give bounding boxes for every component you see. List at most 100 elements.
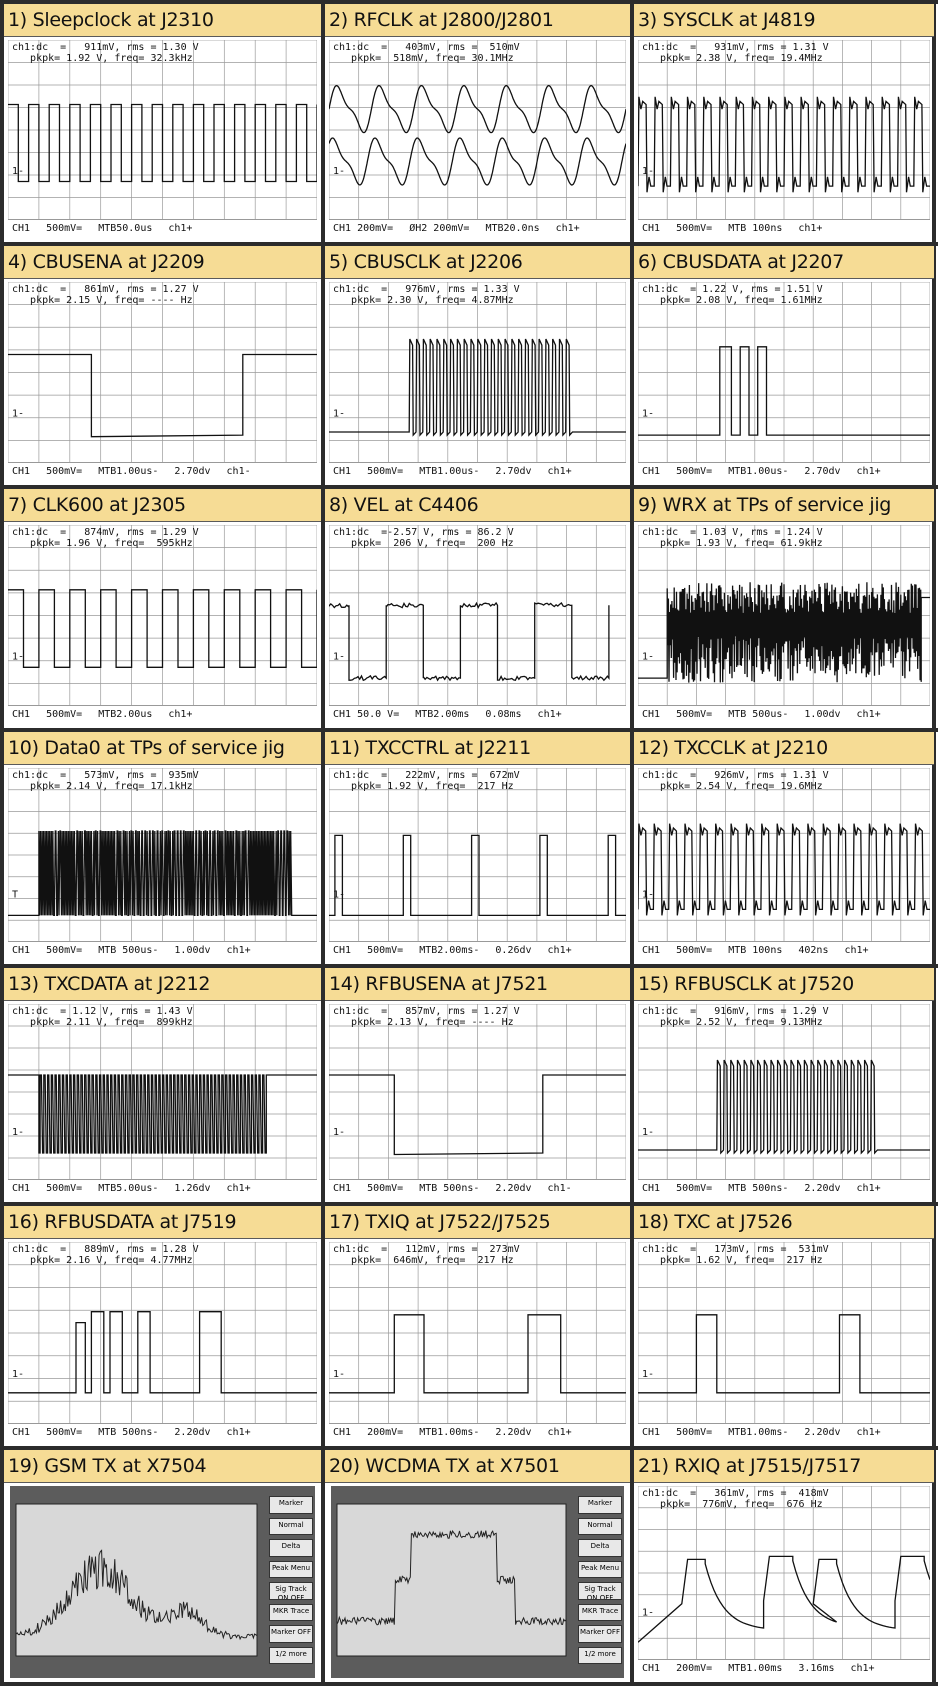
scope-graticule: 1- — [638, 282, 930, 481]
softkey-button[interactable]: MKR Trace — [578, 1604, 622, 1622]
status-field: 500mV= — [676, 945, 712, 956]
status-field: 1.00dv — [174, 945, 210, 956]
scope-graticule: 1- — [8, 40, 317, 238]
scope-display: 1- ch1:dc = 916mV, rms = 1.29 V pkpk= 2.5… — [638, 1004, 930, 1198]
signal-panel: 16) RFBUSDATA at J7519 1- ch1:dc = 889mV, … — [4, 1206, 321, 1446]
channel-marker: 1- — [642, 1608, 654, 1619]
scope-status-bar: CH1 500mV= MTB1.00us- 2.70dv ch1+ — [329, 462, 626, 481]
softkey-button[interactable]: Marker — [269, 1496, 313, 1514]
scope-graticule: 1- — [638, 1486, 930, 1678]
status-field: CH1 — [333, 1427, 351, 1438]
status-field: CH1 — [642, 1427, 660, 1438]
status-field: ch1+ — [227, 945, 251, 956]
scope-status-bar: CH1 500mV= MTB1.00ms- 2.20dv ch1+ — [638, 1423, 930, 1442]
scope-graticule: 1- — [329, 282, 626, 481]
measurement-readout: ch1:dc = 361mV, rms = 418mV pkpk= 776mV,… — [642, 1488, 829, 1510]
softkey-button[interactable]: Normal — [269, 1518, 313, 1536]
status-field: 1.26dv — [174, 1183, 210, 1194]
panel-title: 18) TXC at J7526 — [634, 1206, 934, 1239]
status-field: CH1 — [333, 1183, 351, 1194]
panel-title: 3) SYSCLK at J4819 — [634, 4, 934, 37]
signal-panel: 18) TXC at J7526 1- ch1:dc = 173mV, rms = … — [634, 1206, 934, 1446]
softkey-button[interactable]: Marker OFF — [578, 1625, 622, 1643]
scope-display: 1- ch1:dc = 861mV, rms = 1.27 V pkpk= 2.1… — [8, 282, 317, 481]
softkey-button[interactable]: Normal — [578, 1518, 622, 1536]
scope-status-bar: CH1 500mV= MTB2.00us ch1+ — [8, 705, 317, 724]
signal-panel: 13) TXCDATA at J2212 1- ch1:dc = 1.12 V, r… — [4, 968, 321, 1202]
status-field: 500mV= — [367, 945, 403, 956]
status-field: 200mV= — [676, 1663, 712, 1674]
softkey-button[interactable]: Sig Track ON OFF — [269, 1582, 313, 1600]
scope-graticule: 1- — [329, 1242, 626, 1442]
status-field: 500mV= — [367, 466, 403, 477]
softkey-button[interactable]: Peak Menu — [269, 1561, 313, 1579]
signal-panel: 19) GSM TX at X7504 Marker Normal Delta Peak… — [4, 1450, 321, 1682]
signal-panel: 6) CBUSDATA at J2207 1- ch1:dc = 1.22 V, r… — [634, 246, 934, 485]
softkey-button[interactable]: Sig Track ON OFF — [578, 1582, 622, 1600]
panel-title: 17) TXIQ at J7522/J7525 — [325, 1206, 630, 1239]
measurement-readout: ch1:dc = 874mV, rms = 1.29 V pkpk= 1.96 … — [12, 527, 199, 549]
scope-status-bar: CH1 500mV= MTB2.00ms- 0.26dv ch1+ — [329, 941, 626, 960]
softkey-button[interactable]: 1/2 more — [578, 1647, 622, 1665]
scope-graticule: 1- — [329, 768, 626, 960]
status-field: 200mV= — [367, 1427, 403, 1438]
status-field: 500mV= — [46, 466, 82, 477]
status-field: 2.20dv — [804, 1427, 840, 1438]
channel-marker: 1- — [642, 1127, 654, 1138]
status-field: ch1+ — [538, 709, 562, 720]
status-field: MTB1.00ms- — [419, 1427, 479, 1438]
status-field: MTB1.00us- — [728, 466, 788, 477]
status-field: 2.20dv — [495, 1427, 531, 1438]
softkey-button[interactable]: Peak Menu — [578, 1561, 622, 1579]
signal-panel: 12) TXCCLK at J2210 1- ch1:dc = 926mV, rms… — [634, 732, 934, 964]
softkey-button[interactable]: Marker OFF — [269, 1625, 313, 1643]
status-field: MTB 500ns- — [728, 1183, 788, 1194]
scope-status-bar: CH1 200mV= MTB1.00ms 3.16ms ch1+ — [638, 1659, 930, 1678]
scope-graticule: 1- — [638, 40, 930, 238]
signal-panel: 5) CBUSCLK at J2206 1- ch1:dc = 976mV, rms… — [325, 246, 630, 485]
status-field: 500mV= — [676, 709, 712, 720]
panel-title: 8) VEL at C4406 — [325, 489, 630, 522]
status-field: MTB1.00ms- — [728, 1427, 788, 1438]
status-field: MTB 500ns- — [98, 1427, 158, 1438]
scope-graticule: 1- — [8, 1242, 317, 1442]
status-field: 500mV= — [46, 1427, 82, 1438]
status-field: CH1 — [642, 223, 660, 234]
status-field: 500mV= — [46, 223, 82, 234]
scope-graticule: 1- — [638, 525, 930, 724]
status-field: MTB50.0us — [98, 223, 152, 234]
softkey-button[interactable]: Delta — [269, 1539, 313, 1557]
status-field: CH1 — [333, 945, 351, 956]
status-field: CH1 — [642, 1183, 660, 1194]
channel-marker: 1- — [642, 890, 654, 901]
softkey-button[interactable]: 1/2 more — [269, 1647, 313, 1665]
scope-graticule: 1- — [8, 1004, 317, 1198]
status-field: ch1+ — [548, 466, 572, 477]
softkey-button[interactable]: Delta — [578, 1539, 622, 1557]
scope-status-bar: CH1 200mV= MTB1.00ms- 2.20dv ch1+ — [329, 1423, 626, 1442]
scope-display: 1- ch1:dc = 173mV, rms = 531mV pkpk= 1.62… — [638, 1242, 930, 1442]
signal-panel: 14) RFBUSENA at J7521 1- ch1:dc = 857mV, r… — [325, 968, 630, 1202]
measurement-readout: ch1:dc = 222mV, rms = 672mV pkpk= 1.92 V… — [333, 770, 520, 792]
status-field: 0.08ms — [485, 709, 521, 720]
softkey-button[interactable]: Marker — [578, 1496, 622, 1514]
status-field: 2.70dv — [495, 466, 531, 477]
measurement-readout: ch1:dc = 857mV, rms = 1.27 V pkpk= 2.13 … — [333, 1006, 520, 1028]
signal-panel: 7) CLK600 at J2305 1- ch1:dc = 874mV, rms … — [4, 489, 321, 728]
status-field: MTB5.00us- — [98, 1183, 158, 1194]
status-field: CH1 — [12, 223, 30, 234]
status-field: ch1+ — [227, 1183, 251, 1194]
panel-title: 20) WCDMA TX at X7501 — [325, 1450, 630, 1483]
panel-title: 14) RFBUSENA at J7521 — [325, 968, 630, 1001]
spectrum-analyzer-display: Marker Normal Delta Peak Menu Sig Track ON O… — [331, 1486, 624, 1678]
channel-marker: 1- — [642, 166, 654, 177]
status-field: MTB1.00us- — [419, 466, 479, 477]
panel-title: 1) Sleepclock at J2310 — [4, 4, 321, 37]
status-field: MTB 500us- — [98, 945, 158, 956]
frame-divider-horizontal — [0, 1682, 938, 1686]
channel-marker: 1- — [12, 1369, 24, 1380]
measurement-readout: ch1:dc = 916mV, rms = 1.29 V pkpk= 2.52 … — [642, 1006, 829, 1028]
softkey-button[interactable]: MKR Trace — [269, 1604, 313, 1622]
measurement-readout: ch1:dc = 112mV, rms = 273mV pkpk= 646mV,… — [333, 1244, 520, 1266]
